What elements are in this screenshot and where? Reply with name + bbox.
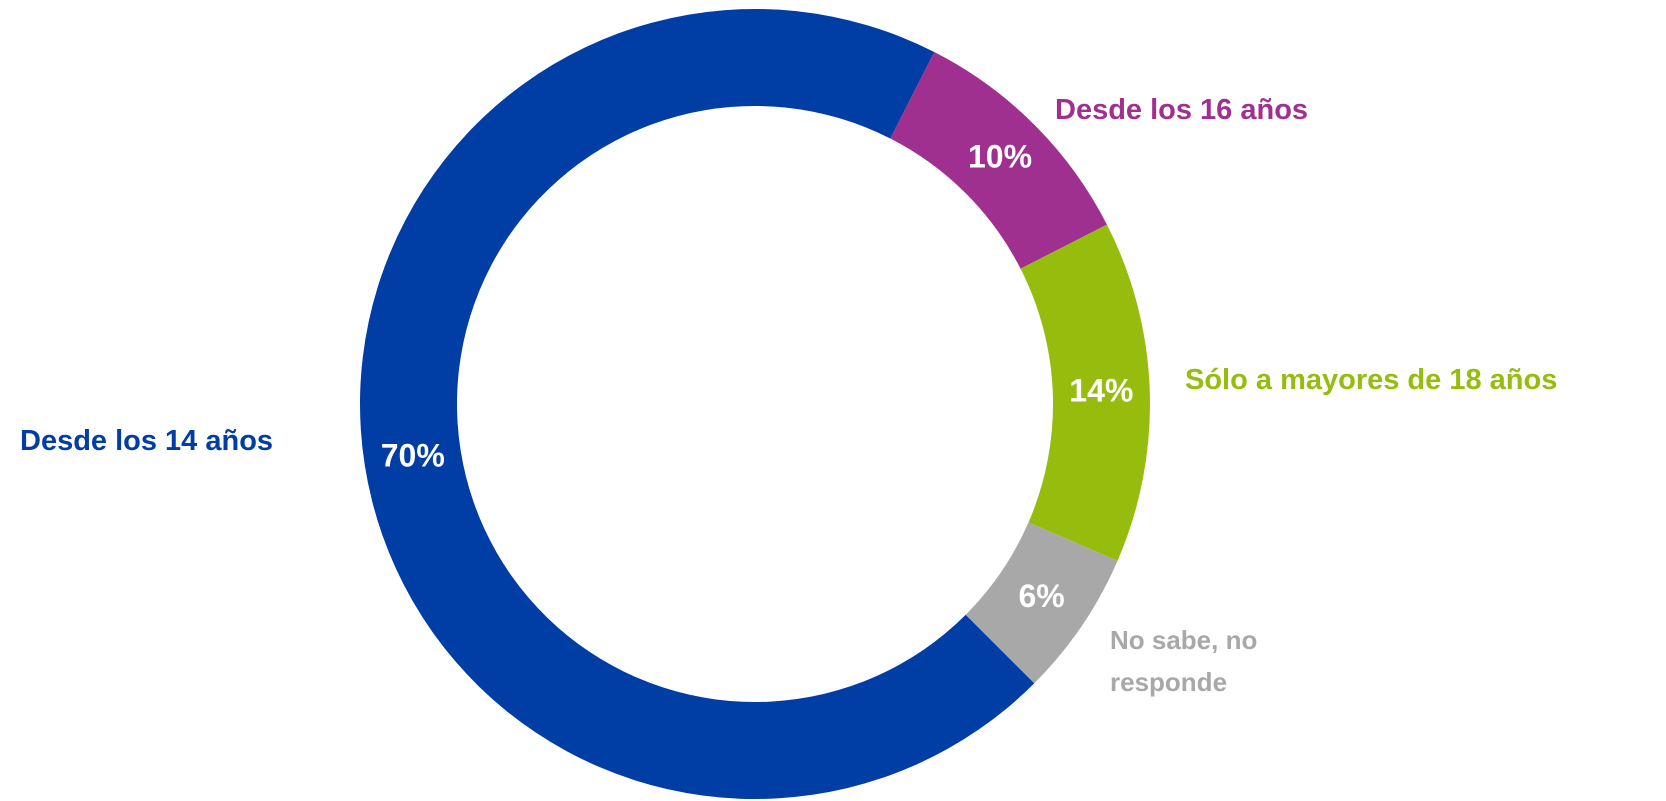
value-label: 14% [1069, 373, 1133, 409]
value-label: 70% [381, 438, 445, 474]
category-label: Desde los 14 años [20, 425, 274, 457]
donut-segment [890, 52, 1107, 269]
value-label: 6% [1018, 578, 1064, 614]
category-label: Sólo a mayores de 18 años [1185, 364, 1558, 396]
donut-segment [360, 9, 1035, 800]
value-label: 10% [968, 138, 1032, 174]
category-label: Desde los 16 años [1055, 94, 1309, 126]
category-label: No sabe, no responde [1110, 625, 1258, 697]
donut-segment [1020, 224, 1150, 561]
donut-segment [965, 522, 1118, 684]
